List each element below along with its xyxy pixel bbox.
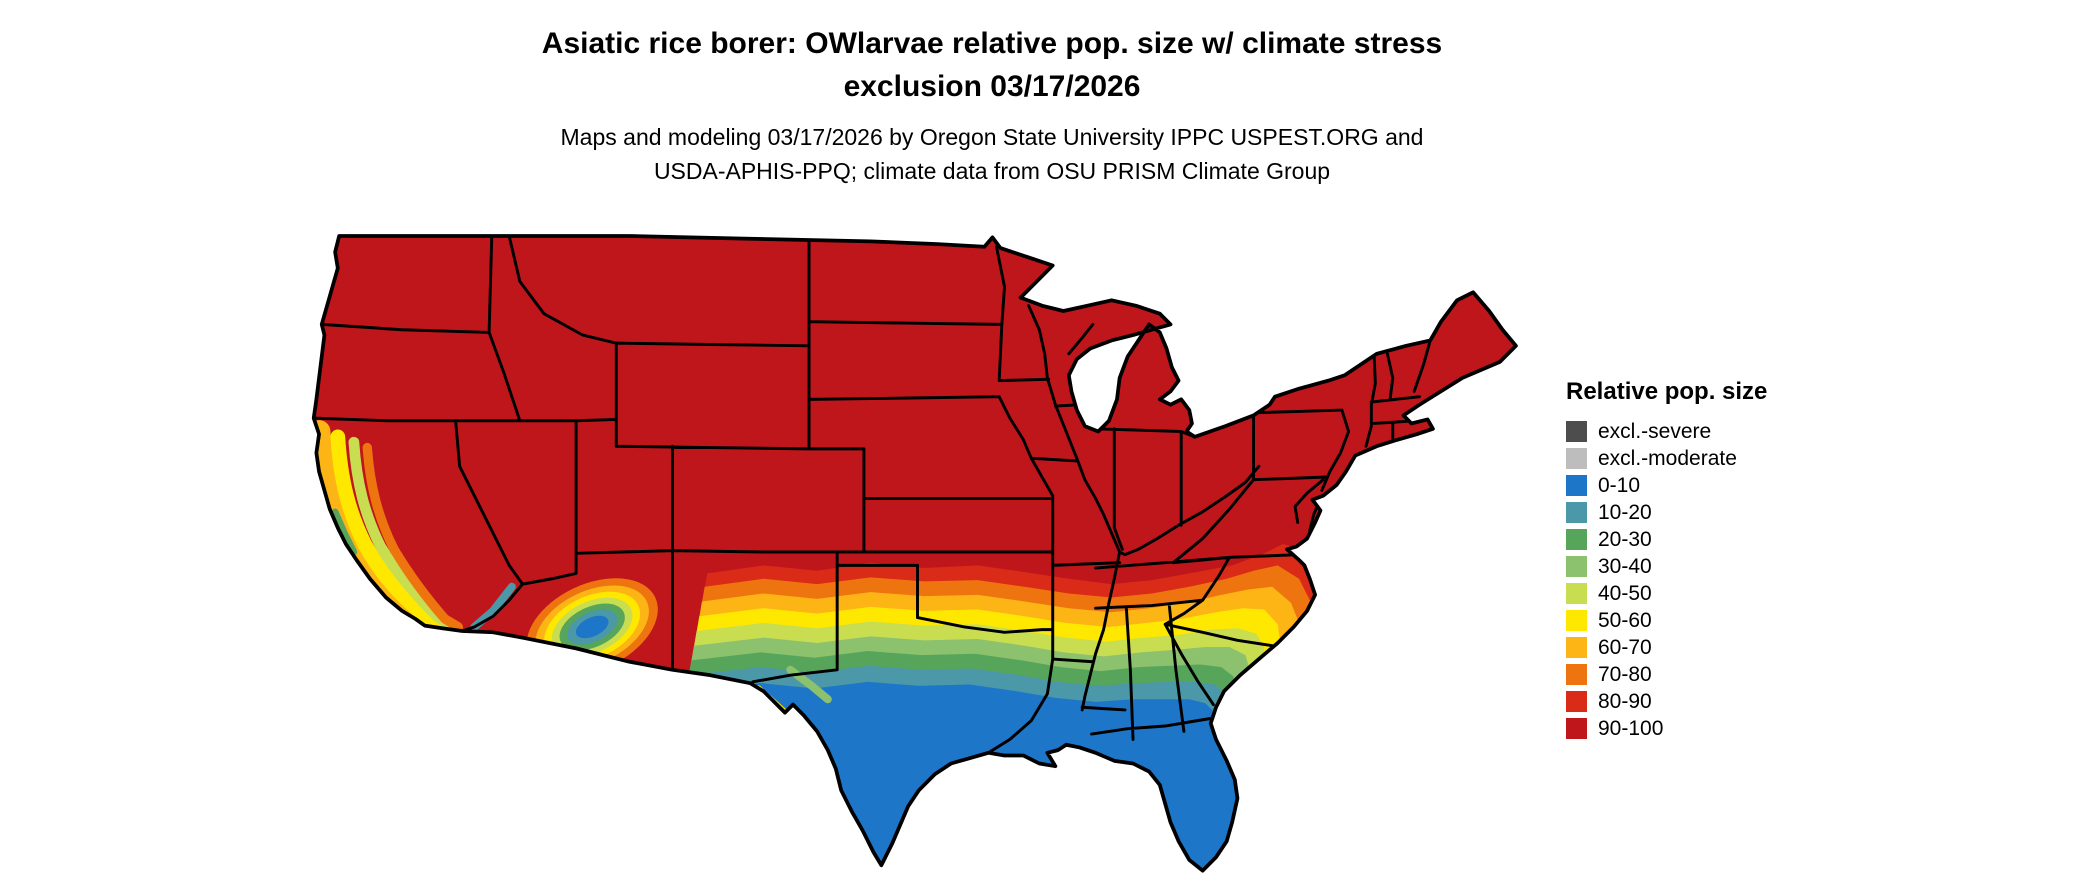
legend-item: excl.-severe: [1566, 418, 1767, 445]
map-arizona-zone-0-10: [575, 615, 609, 639]
legend-item: excl.-moderate: [1566, 445, 1767, 472]
legend-item-label: 30-40: [1598, 555, 1652, 578]
legend: Relative pop. size excl.-severe excl.-mod…: [1566, 378, 1767, 742]
legend-item-label: excl.-moderate: [1598, 447, 1737, 470]
map-detail-10-20: [470, 582, 516, 631]
legend-item: 70-80: [1566, 661, 1767, 688]
legend-items: excl.-severe excl.-moderate 0-10 10-20 20-30…: [1566, 418, 1767, 742]
legend-swatch: [1566, 583, 1587, 604]
legend-swatch: [1566, 475, 1587, 496]
legend-swatch: [1566, 718, 1587, 739]
page-subtitle: Maps and modeling 03/17/2026 by Oregon S…: [0, 120, 1984, 188]
legend-swatch: [1566, 637, 1587, 658]
legend-item-label: 0-10: [1598, 474, 1641, 497]
legend-swatch: [1566, 502, 1587, 523]
legend-item: 80-90: [1566, 688, 1767, 715]
legend-item: 90-100: [1566, 715, 1767, 742]
page-title: Asiatic rice borer: OWlarvae relative po…: [0, 22, 1984, 108]
legend-swatch: [1566, 610, 1587, 631]
us-map: [311, 234, 1518, 873]
legend-item-label: 90-100: [1598, 717, 1664, 740]
legend-item-label: 10-20: [1598, 501, 1652, 524]
legend-swatch: [1566, 556, 1587, 577]
legend-item: 20-30: [1566, 526, 1767, 553]
map-panel: [308, 228, 1527, 884]
subtitle-line-2: USDA-APHIS-PPQ; climate data from OSU PR…: [653, 158, 1331, 184]
title-line-2: exclusion 03/17/2026: [843, 70, 1141, 103]
us-outline: [311, 234, 1518, 873]
legend-item-label: 70-80: [1598, 663, 1652, 686]
legend-item-label: excl.-severe: [1598, 420, 1712, 443]
map-california-band-40-50: [348, 436, 456, 631]
legend-item: 40-50: [1566, 580, 1767, 607]
legend-item-label: 60-70: [1598, 636, 1652, 659]
state-borders: [313, 236, 1432, 755]
legend-item-label: 40-50: [1598, 582, 1652, 605]
map-band-0-10: [643, 681, 1516, 871]
title-line-1: Asiatic rice borer: OWlarvae relative po…: [541, 27, 1443, 60]
map-detail-20-30: [331, 508, 358, 556]
legend-item: 0-10: [1566, 472, 1767, 499]
legend-item-label: 20-30: [1598, 528, 1652, 551]
legend-item: 30-40: [1566, 553, 1767, 580]
map-california-band-70-80: [362, 442, 463, 632]
legend-swatch: [1566, 691, 1587, 712]
legend-item-label: 50-60: [1598, 609, 1652, 632]
legend-item-label: 80-90: [1598, 690, 1652, 713]
legend-title: Relative pop. size: [1566, 378, 1768, 405]
legend-swatch: [1566, 421, 1587, 442]
subtitle-line-1: Maps and modeling 03/17/2026 by Oregon S…: [560, 124, 1424, 150]
map-california-band-50-60: [330, 429, 450, 633]
legend-item: 50-60: [1566, 607, 1767, 634]
legend-swatch: [1566, 448, 1587, 469]
legend-swatch: [1566, 664, 1587, 685]
legend-item: 60-70: [1566, 634, 1767, 661]
legend-swatch: [1566, 529, 1587, 550]
legend-item: 10-20: [1566, 499, 1767, 526]
